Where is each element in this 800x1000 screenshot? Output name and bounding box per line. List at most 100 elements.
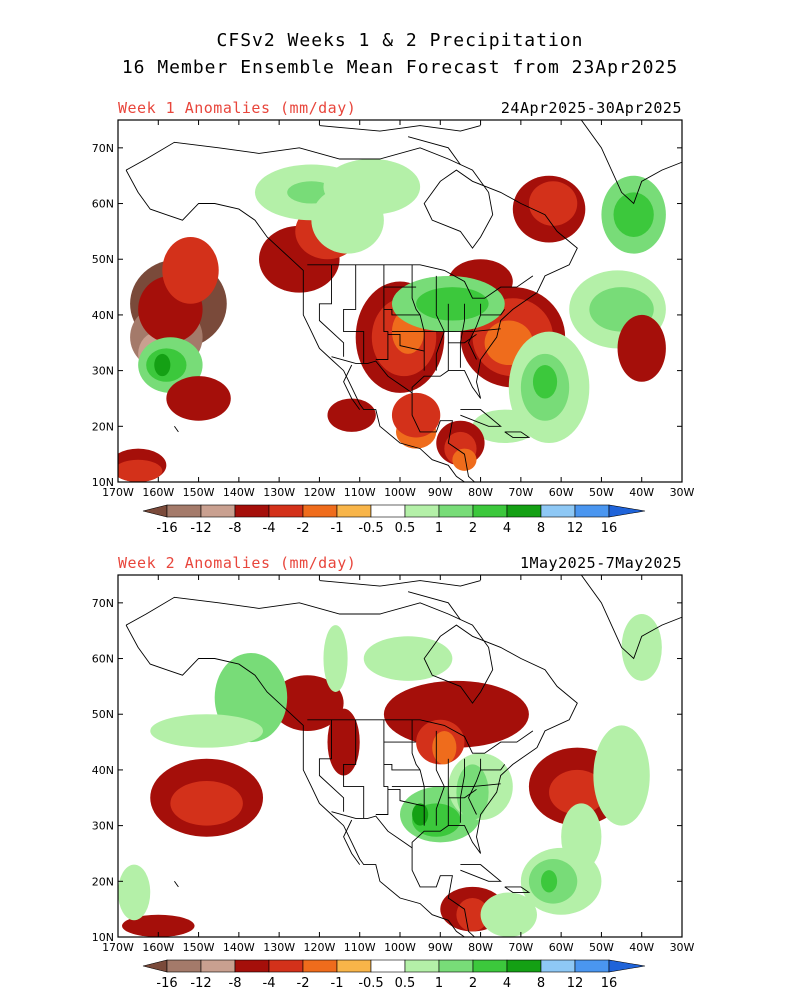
lon-label: 50W (589, 941, 614, 954)
lon-label: 80W (468, 486, 493, 499)
legend-label: 1 (435, 521, 443, 536)
legend-label: -8 (229, 521, 242, 536)
legend-swatch (234, 504, 270, 518)
legend-label: 4 (503, 976, 511, 991)
legend-label: 8 (537, 521, 545, 536)
anomaly-region (432, 730, 457, 765)
lon-label: 40W (629, 941, 654, 954)
coastline (504, 886, 531, 893)
state-border (307, 264, 534, 299)
week1-date-range: 24Apr2025-30Apr2025 (500, 99, 682, 117)
lon-label: 50W (589, 486, 614, 499)
legend-label: 1 (435, 976, 443, 991)
anomaly-region (561, 803, 602, 871)
legend-swatch (438, 959, 474, 973)
coastline (319, 125, 481, 132)
week1-panel-label: Week 1 Anomalies (mm/day) (118, 99, 357, 117)
legend-label: -4 (263, 521, 276, 536)
anomaly-region (327, 398, 376, 432)
legend-label: 2 (469, 976, 477, 991)
anomaly-region (472, 409, 537, 444)
lon-label: 30W (670, 941, 695, 954)
coastline (407, 591, 461, 620)
state-border (468, 303, 482, 360)
anomaly-region (323, 625, 348, 692)
anomaly-region (170, 781, 243, 826)
anomaly-region (593, 725, 650, 826)
anomaly-region (311, 186, 384, 254)
coastline (580, 575, 682, 660)
anomaly-region (613, 192, 654, 237)
coastline (504, 431, 531, 438)
lon-label: 150W (183, 486, 215, 499)
lat-label: 70N (92, 597, 114, 610)
chart-title-line-1: CFSv2 Weeks 1 & 2 Precipitation (216, 30, 584, 51)
lon-label: 100W (384, 941, 416, 954)
legend-swatch (608, 504, 646, 518)
state-border (383, 763, 421, 771)
legend-swatch (574, 504, 610, 518)
lat-label: 10N (92, 931, 114, 944)
anomaly-region (166, 376, 231, 421)
legend-label: -1 (331, 521, 344, 536)
coastline (580, 120, 682, 205)
legend-swatch (166, 959, 202, 973)
lon-label: 70W (508, 486, 533, 499)
anomaly-region (456, 898, 489, 932)
lon-label: 120W (303, 486, 335, 499)
legend-swatch (234, 959, 270, 973)
lat-label: 50N (92, 253, 114, 266)
coastline (319, 580, 481, 587)
state-border (468, 758, 482, 815)
state-border (343, 264, 365, 364)
lat-label: 40N (92, 309, 114, 322)
lat-label: 40N (92, 764, 114, 777)
lat-label: 50N (92, 708, 114, 721)
lon-label: 120W (303, 941, 335, 954)
state-border (331, 356, 413, 394)
lon-label: 160W (142, 941, 174, 954)
legend-swatch (574, 959, 610, 973)
coastline (174, 426, 179, 433)
legend-label: -1 (331, 976, 344, 991)
legend-swatch (268, 504, 304, 518)
legend-label: -2 (297, 976, 310, 991)
anomaly-region (154, 353, 171, 377)
state-border (343, 719, 365, 819)
anomaly-region (416, 287, 489, 321)
legend-label: -8 (229, 976, 242, 991)
legend-swatch (336, 959, 372, 973)
legend-swatch (472, 504, 508, 518)
coastline (460, 409, 502, 427)
lon-label: 90W (428, 941, 453, 954)
lon-label: 130W (263, 486, 295, 499)
lon-label: 160W (142, 486, 174, 499)
coastline (343, 819, 361, 865)
legend-swatch (438, 504, 474, 518)
legend-label: 12 (567, 976, 584, 991)
anomaly-region (122, 914, 195, 937)
legend-label: 12 (567, 521, 584, 536)
legend-label: 2 (469, 521, 477, 536)
legend-label: -16 (156, 521, 177, 536)
anomaly-region (541, 870, 558, 893)
coastline (125, 169, 465, 482)
state-border (391, 783, 501, 788)
coastline (407, 136, 461, 165)
lat-label: 10N (92, 476, 114, 489)
legend-swatch (302, 504, 338, 518)
state-border (448, 334, 477, 344)
state-border (391, 328, 501, 333)
lon-label: 30W (670, 486, 695, 499)
coastline (125, 596, 578, 937)
lon-label: 130W (263, 941, 295, 954)
state-border (459, 758, 465, 823)
anomaly-region (412, 803, 429, 826)
coastline (460, 864, 502, 882)
lon-label: 40W (629, 486, 654, 499)
legend-label: -16 (156, 976, 177, 991)
state-border (318, 719, 345, 812)
state-border (387, 333, 425, 352)
